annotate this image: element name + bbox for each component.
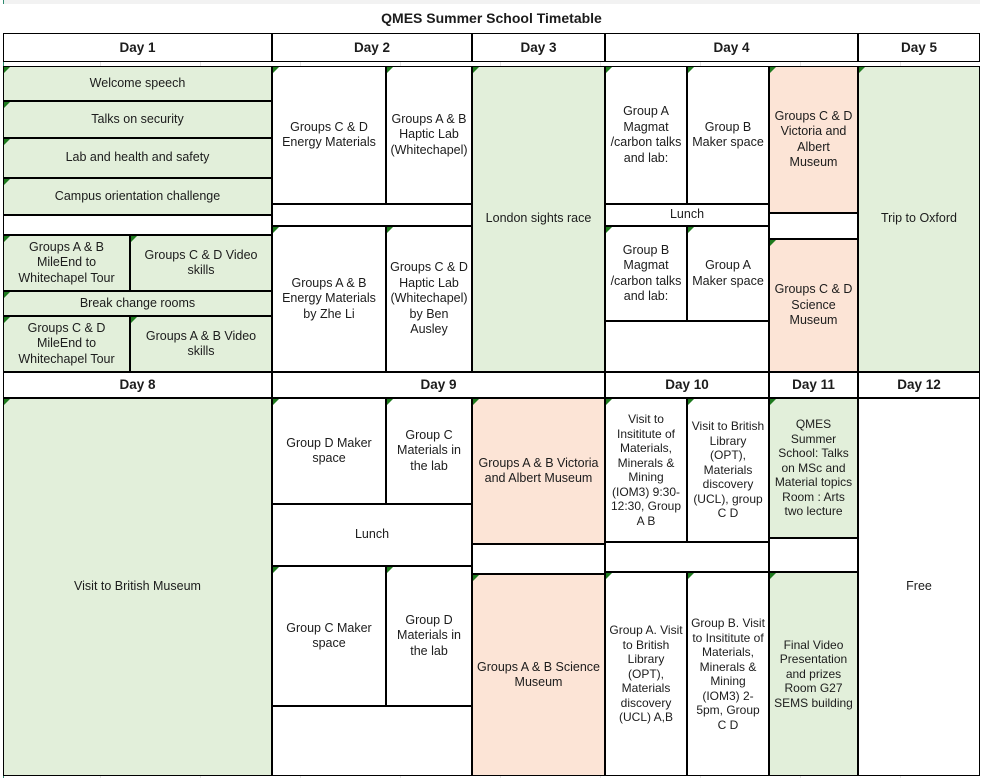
day1-campus-orientation[interactable]: Campus orientation challenge bbox=[3, 178, 272, 215]
header-day-12: Day 12 bbox=[858, 372, 980, 398]
day1-empty-row[interactable] bbox=[3, 215, 272, 235]
day4-group-a-maker-space[interactable]: Group A Maker space bbox=[687, 226, 769, 321]
day2-midday-empty[interactable] bbox=[272, 204, 472, 226]
day1-groups-ab-video-skills[interactable]: Groups A & B Video skills bbox=[130, 316, 272, 372]
header-day-4: Day 4 bbox=[605, 33, 858, 62]
sheet-right-edge bbox=[980, 0, 986, 778]
day2-groups-ab-energy-materials[interactable]: Groups A & B Energy Materials by Zhe Li bbox=[272, 226, 386, 372]
day10-iom3-visit-group-ab[interactable]: Visit to Insititute of Materials, Minera… bbox=[605, 398, 687, 542]
day8-visit-british-museum[interactable]: Visit to British Museum bbox=[3, 398, 272, 776]
day3-london-sights-race[interactable]: London sights race bbox=[472, 66, 605, 372]
header-day-8: Day 8 bbox=[3, 372, 272, 398]
day4-group-b-magmat[interactable]: Group B Magmat /carbon talks and lab: bbox=[605, 226, 687, 321]
day4-group-a-magmat[interactable]: Group A Magmat /carbon talks and lab: bbox=[605, 66, 687, 204]
day9-group-d-materials-lab[interactable]: Group D Materials in the lab bbox=[386, 566, 472, 706]
day11-final-video-presentation[interactable]: Final Video Presentation and prizes Room… bbox=[769, 572, 858, 776]
day10-group-b-iom3[interactable]: Group B. Visit to Insititute of Material… bbox=[687, 572, 769, 776]
day1-groups-cd-mileend-tour[interactable]: Groups C & D MileEnd to Whitechapel Tour bbox=[3, 316, 130, 372]
day11-msc-talks[interactable]: QMES Summer School: Talks on MSc and Mat… bbox=[769, 398, 858, 538]
day4-lunch[interactable]: Lunch bbox=[605, 204, 769, 226]
day9-groups-ab-science-museum[interactable]: Groups A & B Science Museum bbox=[472, 574, 605, 776]
day4-group-b-maker-space[interactable]: Group B Maker space bbox=[687, 66, 769, 204]
day10-midday-empty[interactable] bbox=[605, 542, 769, 572]
day9-lunch[interactable]: Lunch bbox=[272, 504, 472, 566]
day9-group-c-maker-space[interactable]: Group C Maker space bbox=[272, 566, 386, 706]
day11-midday-empty[interactable] bbox=[769, 538, 858, 572]
header-day-1: Day 1 bbox=[3, 33, 272, 62]
header-day-10: Day 10 bbox=[605, 372, 769, 398]
day4-side-gap[interactable] bbox=[769, 213, 858, 239]
day5-trip-to-oxford[interactable]: Trip to Oxford bbox=[858, 66, 980, 372]
day9-bottom-empty[interactable] bbox=[272, 706, 472, 776]
day9-side-gap[interactable] bbox=[472, 544, 605, 574]
day1-break-change-rooms[interactable]: Break change rooms bbox=[3, 291, 272, 316]
header-day-5: Day 5 bbox=[858, 33, 980, 62]
day1-lab-health-safety[interactable]: Lab and health and safety bbox=[3, 138, 272, 178]
day9-groups-ab-va-museum[interactable]: Groups A & B Victoria and Albert Museum bbox=[472, 398, 605, 544]
header-day-3: Day 3 bbox=[472, 33, 605, 62]
day10-british-library-group-cd[interactable]: Visit to British Library (OPT), Material… bbox=[687, 398, 769, 542]
day4-groups-cd-science-museum[interactable]: Groups C & D Science Museum bbox=[769, 239, 858, 372]
header-day-11: Day 11 bbox=[769, 372, 858, 398]
day2-groups-cd-haptic-lab[interactable]: Groups C & D Haptic Lab (Whitechapel) by… bbox=[386, 226, 472, 372]
day10-group-a-british-library[interactable]: Group A. Visit to British Library (OPT),… bbox=[605, 572, 687, 776]
day2-groups-cd-energy-materials[interactable]: Groups C & D Energy Materials bbox=[272, 66, 386, 204]
day4-afternoon-empty[interactable] bbox=[605, 321, 769, 372]
day1-welcome-speech[interactable]: Welcome speech bbox=[3, 66, 272, 101]
day1-groups-cd-video-skills[interactable]: Groups C & D Video skills bbox=[130, 235, 272, 291]
day12-free[interactable]: Free bbox=[858, 398, 980, 776]
page-title: QMES Summer School Timetable bbox=[3, 4, 980, 33]
day2-groups-ab-haptic-lab[interactable]: Groups A & B Haptic Lab (Whitechapel) bbox=[386, 66, 472, 204]
day1-groups-ab-mileend-tour[interactable]: Groups A & B MileEnd to Whitechapel Tour bbox=[3, 235, 130, 291]
header-day-9: Day 9 bbox=[272, 372, 605, 398]
day9-group-d-maker-space[interactable]: Group D Maker space bbox=[272, 398, 386, 504]
day1-talks-on-security[interactable]: Talks on security bbox=[3, 101, 272, 138]
day9-group-c-materials-lab[interactable]: Group C Materials in the lab bbox=[386, 398, 472, 504]
day4-groups-cd-va-museum[interactable]: Groups C & D Victoria and Albert Museum bbox=[769, 66, 858, 213]
header-day-2: Day 2 bbox=[272, 33, 472, 62]
